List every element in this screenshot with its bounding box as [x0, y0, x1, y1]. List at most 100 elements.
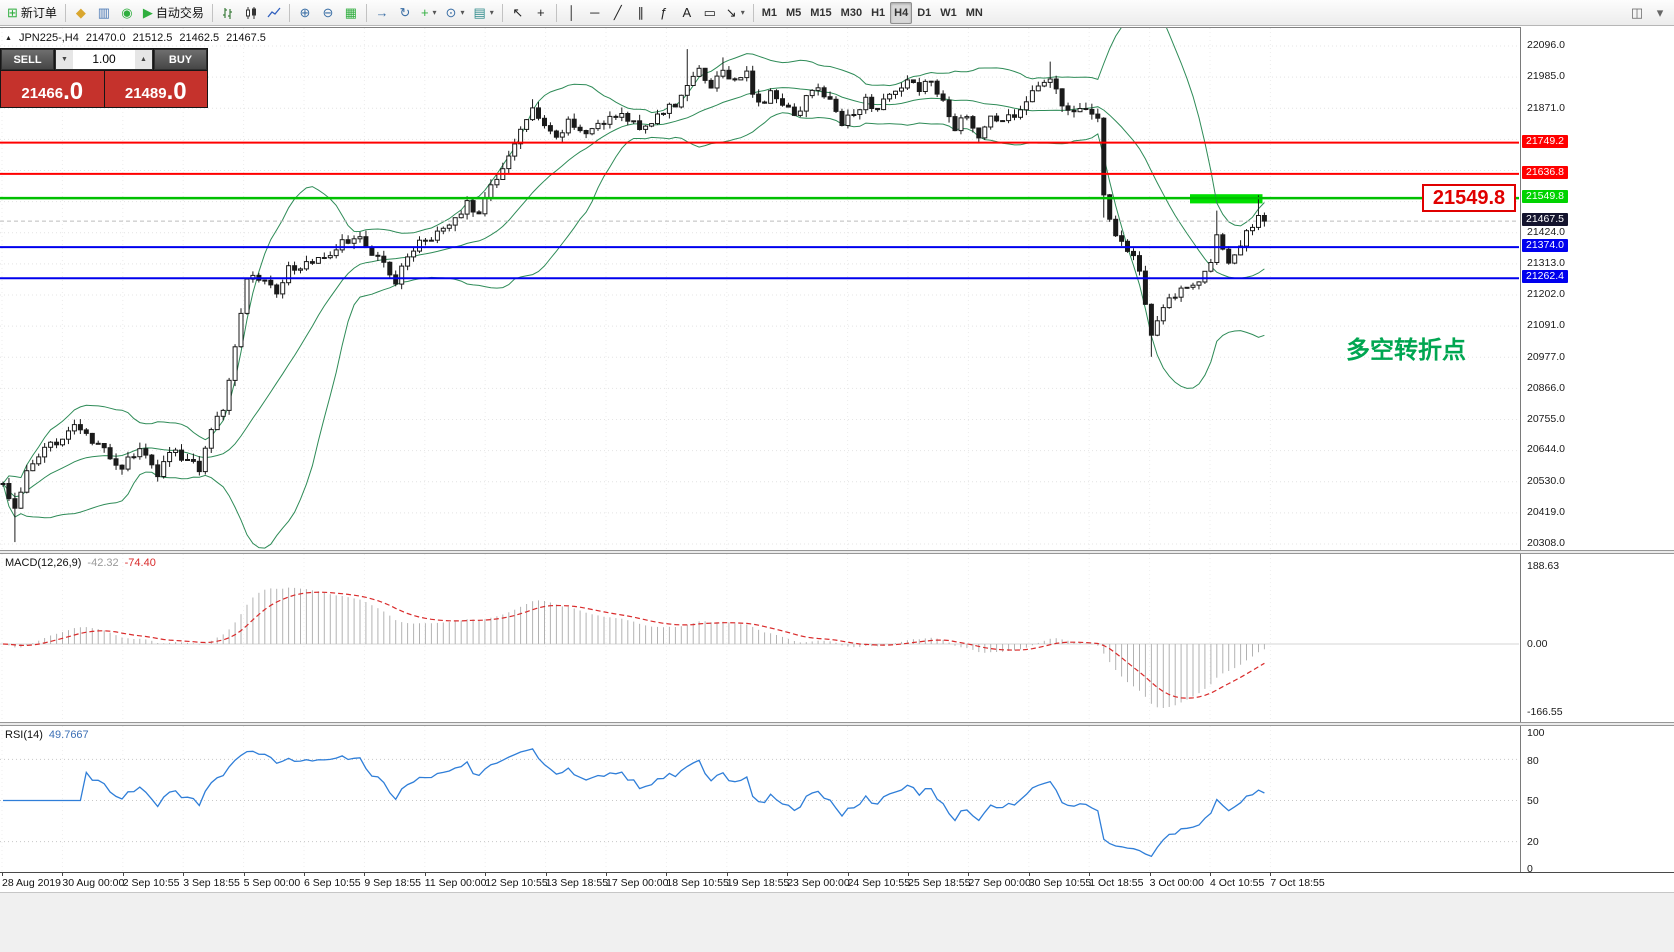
charts-grid-button[interactable]: ▥	[93, 2, 115, 24]
timeframe-mn-label: MN	[965, 6, 983, 19]
time-tick	[606, 873, 607, 876]
zoom-in-button[interactable]: ⊕	[294, 2, 316, 24]
periods-button[interactable]: ⊙ ▾	[442, 2, 469, 24]
symbol-period-label: JPN225-,H4	[18, 32, 79, 44]
dock-icon: ◫	[1630, 5, 1644, 20]
time-tick	[545, 873, 547, 876]
time-axis-label: 3 Sep 18:55	[183, 877, 240, 889]
new-order-button[interactable]: ⊞ 新订单	[3, 2, 61, 24]
rsi-panel[interactable]: RSI(14) 49.7667	[0, 726, 1520, 872]
text-button[interactable]: A	[676, 2, 698, 24]
cursor-button[interactable]: ↖	[507, 2, 529, 24]
time-tick	[1210, 873, 1211, 876]
sell-price-main: 21466	[21, 85, 64, 103]
buy-price-main: 21489	[124, 85, 167, 103]
vertical-line-button[interactable]: │	[561, 2, 583, 24]
templates-button[interactable]: ▤ ▾	[469, 2, 497, 24]
sell-price-button[interactable]: 21466.0	[1, 71, 104, 107]
time-axis-label: 19 Sep 18:55	[726, 877, 790, 889]
grid-button[interactable]: ▦	[340, 2, 362, 24]
vertical-line-icon: │	[567, 5, 576, 20]
auto-scroll-button[interactable]: ↻	[394, 2, 416, 24]
profiles-button[interactable]: ◆	[70, 2, 92, 24]
timeframe-d1-button[interactable]: D1	[913, 2, 935, 24]
time-tick	[62, 873, 64, 876]
text-label-button[interactable]: ▭	[699, 2, 721, 24]
horizontal-line-button[interactable]: ─	[584, 2, 606, 24]
macd-label: MACD(12,26,9)	[5, 557, 82, 569]
line-chart-button[interactable]	[263, 2, 285, 24]
buy-button[interactable]: BUY	[154, 49, 207, 70]
price-chart-panel[interactable]: ▲ JPN225-,H4 21470.0 21512.5 21462.5 214…	[0, 27, 1520, 550]
timeframe-m1-label: M1	[761, 6, 777, 19]
profiles-icon: ◆	[75, 5, 86, 20]
price-tick-label: 21202.0	[1527, 288, 1565, 300]
price-axis[interactable]: 22096.0 21985.0 21871.0 21424.0 21313.0 21202…	[1520, 27, 1674, 875]
fibonacci-button[interactable]: ƒ	[653, 2, 675, 24]
lot-decrease-button[interactable]: ▼	[56, 50, 73, 69]
bottom-strip	[0, 892, 1674, 952]
time-tick	[183, 873, 185, 876]
time-axis-label: 17 Sep 00:00	[606, 877, 669, 889]
equidistant-channel-button[interactable]: ∥	[630, 2, 652, 24]
arrows-button[interactable]: ↘ ▾	[722, 2, 749, 24]
new-order-icon: ⊞	[7, 5, 18, 20]
more-tools-button[interactable]: ▾	[1649, 2, 1671, 24]
timeframe-m15-button[interactable]: M15	[806, 2, 835, 24]
more-tools-icon: ▾	[1656, 5, 1664, 20]
time-axis[interactable]: 28 Aug 2019 30 Aug 00:00 2 Sep 10:55 3 Sep …	[0, 872, 1674, 892]
dock-button[interactable]: ◫	[1626, 2, 1648, 24]
zoom-out-button[interactable]: ⊖	[317, 2, 339, 24]
panel-splitter-1[interactable]	[0, 550, 1674, 554]
lot-size-input[interactable]: 1.00	[92, 52, 116, 66]
price-line-label: 21749.2	[1522, 135, 1568, 148]
low-value: 21462.5	[179, 32, 220, 44]
add-indicator-button[interactable]: + ▾	[417, 2, 441, 24]
fibonacci-icon: ƒ	[660, 5, 668, 20]
timeframe-w1-button[interactable]: W1	[936, 2, 961, 24]
market-watch-button[interactable]: ◉	[116, 2, 138, 24]
rsi-svg	[0, 726, 1519, 872]
price-tick-label: 20755.0	[1527, 413, 1565, 425]
timeframe-m1-button[interactable]: M1	[758, 2, 781, 24]
crosshair-button[interactable]: +	[530, 2, 552, 24]
timeframe-m30-button[interactable]: M30	[837, 2, 866, 24]
time-axis-label: 1 Oct 18:55	[1089, 877, 1144, 889]
panel-splitter-2[interactable]	[0, 722, 1674, 726]
time-tick	[243, 873, 245, 876]
time-axis-label: 11 Sep 00:00	[424, 877, 487, 889]
rsi-tick-label: 80	[1527, 755, 1539, 767]
price-level-callout[interactable]: 21549.8	[1422, 184, 1516, 212]
trendline-icon: ╱	[613, 5, 622, 20]
toolbar-separator	[64, 3, 66, 22]
time-axis-label: 28 Aug 2019	[2, 877, 61, 889]
rsi-tick-label: 0	[1527, 863, 1533, 875]
time-tick	[2, 873, 3, 876]
price-tick-label: 21091.0	[1527, 319, 1565, 331]
lot-increase-button[interactable]: ▲	[135, 50, 152, 69]
rsi-header: RSI(14) 49.7667	[5, 729, 89, 741]
timeframe-mn-button[interactable]: MN	[962, 2, 987, 24]
price-tick-label: 21313.0	[1527, 257, 1565, 269]
autotrading-icon: ▶	[142, 5, 153, 20]
buy-price-button[interactable]: 21489.0	[104, 71, 207, 107]
autotrading-button[interactable]: ▶ 自动交易	[139, 2, 208, 24]
sell-button[interactable]: SELL	[1, 49, 54, 70]
price-line-label: 21262.4	[1522, 270, 1568, 283]
chevron-down-icon: ▾	[432, 8, 437, 17]
price-chart-svg[interactable]	[0, 28, 1520, 550]
macd-panel[interactable]: MACD(12,26,9) -42.32 -74.40	[0, 554, 1520, 722]
macd-signal-value: -74.40	[124, 557, 156, 569]
bar-chart-button[interactable]	[217, 2, 239, 24]
time-axis-label: 27 Sep 00:00	[968, 877, 1031, 889]
lot-size-control: ▼ 1.00 ▲	[55, 49, 153, 70]
candlestick-chart-button[interactable]	[240, 2, 262, 24]
timeframe-h4-button[interactable]: H4	[890, 1, 913, 24]
timeframe-h1-button[interactable]: H1	[867, 2, 889, 24]
timeframe-m5-button[interactable]: M5	[782, 2, 805, 24]
chart-symbol-info: ▲ JPN225-,H4 21470.0 21512.5 21462.5 214…	[5, 32, 266, 44]
close-value: 21467.5	[226, 32, 266, 44]
shift-chart-button[interactable]: →	[371, 2, 393, 24]
time-tick	[1149, 873, 1151, 876]
trendline-button[interactable]: ╱	[607, 2, 629, 24]
